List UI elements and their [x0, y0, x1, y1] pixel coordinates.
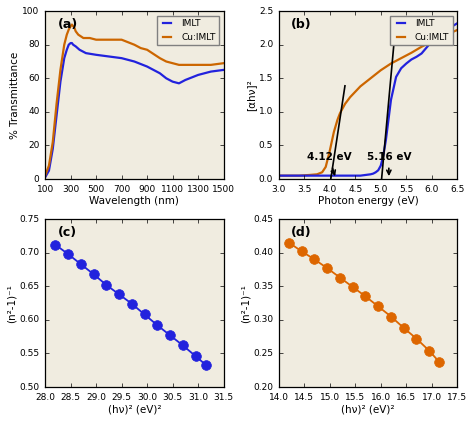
X-axis label: Wavelength (nm): Wavelength (nm)	[90, 196, 179, 206]
Text: (a): (a)	[58, 18, 78, 31]
Text: (d): (d)	[292, 226, 312, 239]
Text: 4.12 eV: 4.12 eV	[307, 152, 351, 175]
Legend: IMLT, Cu:IMLT: IMLT, Cu:IMLT	[391, 16, 453, 45]
Text: 5.16 eV: 5.16 eV	[366, 152, 411, 174]
Legend: IMLT, Cu:IMLT: IMLT, Cu:IMLT	[157, 16, 219, 45]
X-axis label: (hν)² (eV)²: (hν)² (eV)²	[341, 404, 395, 414]
Y-axis label: (n²-1)⁻¹: (n²-1)⁻¹	[240, 284, 250, 322]
X-axis label: (hν)² (eV)²: (hν)² (eV)²	[108, 404, 161, 414]
X-axis label: Photon energy (eV): Photon energy (eV)	[318, 196, 419, 206]
Y-axis label: [αhν]²: [αhν]²	[246, 79, 256, 111]
Y-axis label: (n²-1)⁻¹: (n²-1)⁻¹	[7, 284, 17, 322]
Y-axis label: % Transmittance: % Transmittance	[9, 51, 19, 139]
Text: (b): (b)	[292, 18, 312, 31]
Text: (c): (c)	[58, 226, 77, 239]
